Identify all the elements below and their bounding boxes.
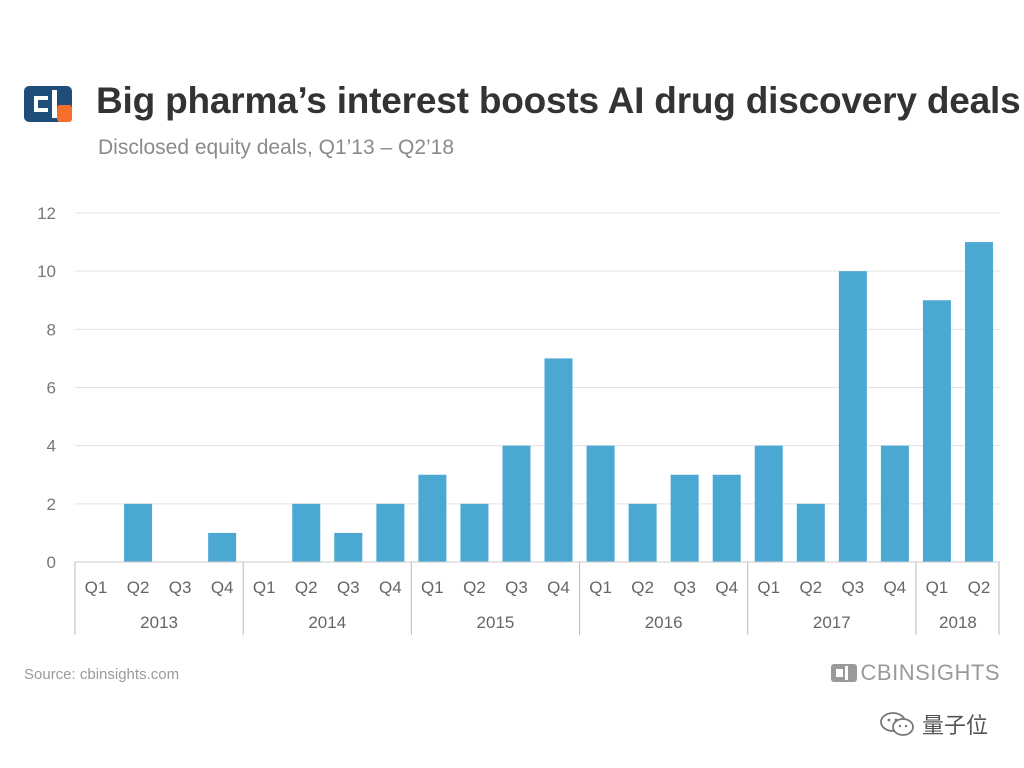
x-tick-label: Q2: [799, 578, 822, 597]
watermark: 量子位: [880, 708, 988, 740]
x-tick-label: Q2: [295, 578, 318, 597]
year-label: 2018: [939, 613, 977, 632]
bar: [586, 445, 615, 562]
x-tick-label: Q2: [463, 578, 486, 597]
x-tick-label: Q1: [926, 578, 949, 597]
bar: [376, 503, 405, 562]
bar: [334, 532, 363, 562]
cb-insights-brand: CBINSIGHTS: [830, 660, 1000, 686]
bar: [628, 503, 657, 562]
year-label: 2013: [140, 613, 178, 632]
cb-insights-logo: [24, 86, 72, 122]
cb-mark-icon: [830, 664, 857, 682]
bar: [124, 503, 153, 562]
chart-subtitle: Disclosed equity deals, Q1’13 – Q2’18: [98, 136, 455, 159]
bar: [796, 503, 825, 562]
bar: [754, 445, 783, 562]
x-tick-label: Q2: [127, 578, 150, 597]
bar: [712, 474, 741, 562]
bar: [502, 445, 531, 562]
x-tick-label: Q4: [884, 578, 907, 597]
bar: [880, 445, 909, 562]
brand-text: CBINSIGHTS: [860, 660, 1000, 685]
y-tick-label: 12: [37, 204, 56, 223]
y-tick-label: 10: [37, 262, 56, 281]
y-tick-label: 6: [47, 379, 56, 398]
chart-title: Big pharma’s interest boosts AI drug dis…: [96, 80, 1021, 121]
watermark-text: 量子位: [921, 714, 988, 739]
x-tick-label: Q3: [169, 578, 192, 597]
y-tick-label: 2: [47, 495, 56, 514]
bar: [208, 532, 237, 562]
year-label: 2017: [813, 613, 851, 632]
year-label: 2015: [477, 613, 515, 632]
bar: [964, 242, 993, 563]
x-tick-label: Q1: [421, 578, 444, 597]
x-tick-label: Q1: [757, 578, 780, 597]
bar: [922, 300, 951, 562]
x-tick-label: Q3: [673, 578, 696, 597]
bar: [418, 474, 447, 562]
wechat-icon: [880, 712, 914, 736]
year-label: 2014: [308, 613, 346, 632]
y-tick-label: 8: [47, 320, 56, 339]
bar: [460, 503, 489, 562]
x-tick-label: Q2: [968, 578, 991, 597]
x-tick-label: Q3: [841, 578, 864, 597]
y-tick-label: 0: [47, 553, 56, 572]
x-tick-label: Q3: [505, 578, 528, 597]
source-note: Source: cbinsights.com: [24, 666, 180, 683]
bar: [292, 503, 321, 562]
x-tick-label: Q1: [253, 578, 276, 597]
x-tick-label: Q4: [379, 578, 402, 597]
x-tick-label: Q4: [715, 578, 738, 597]
x-tick-label: Q1: [85, 578, 108, 597]
year-label: 2016: [645, 613, 683, 632]
x-tick-label: Q4: [547, 578, 570, 597]
x-tick-label: Q4: [211, 578, 234, 597]
y-tick-label: 4: [47, 437, 56, 456]
x-tick-label: Q1: [589, 578, 612, 597]
x-tick-label: Q2: [631, 578, 654, 597]
bar: [544, 358, 573, 562]
x-tick-label: Q3: [337, 578, 360, 597]
bar: [670, 474, 699, 562]
bar: [838, 271, 867, 562]
